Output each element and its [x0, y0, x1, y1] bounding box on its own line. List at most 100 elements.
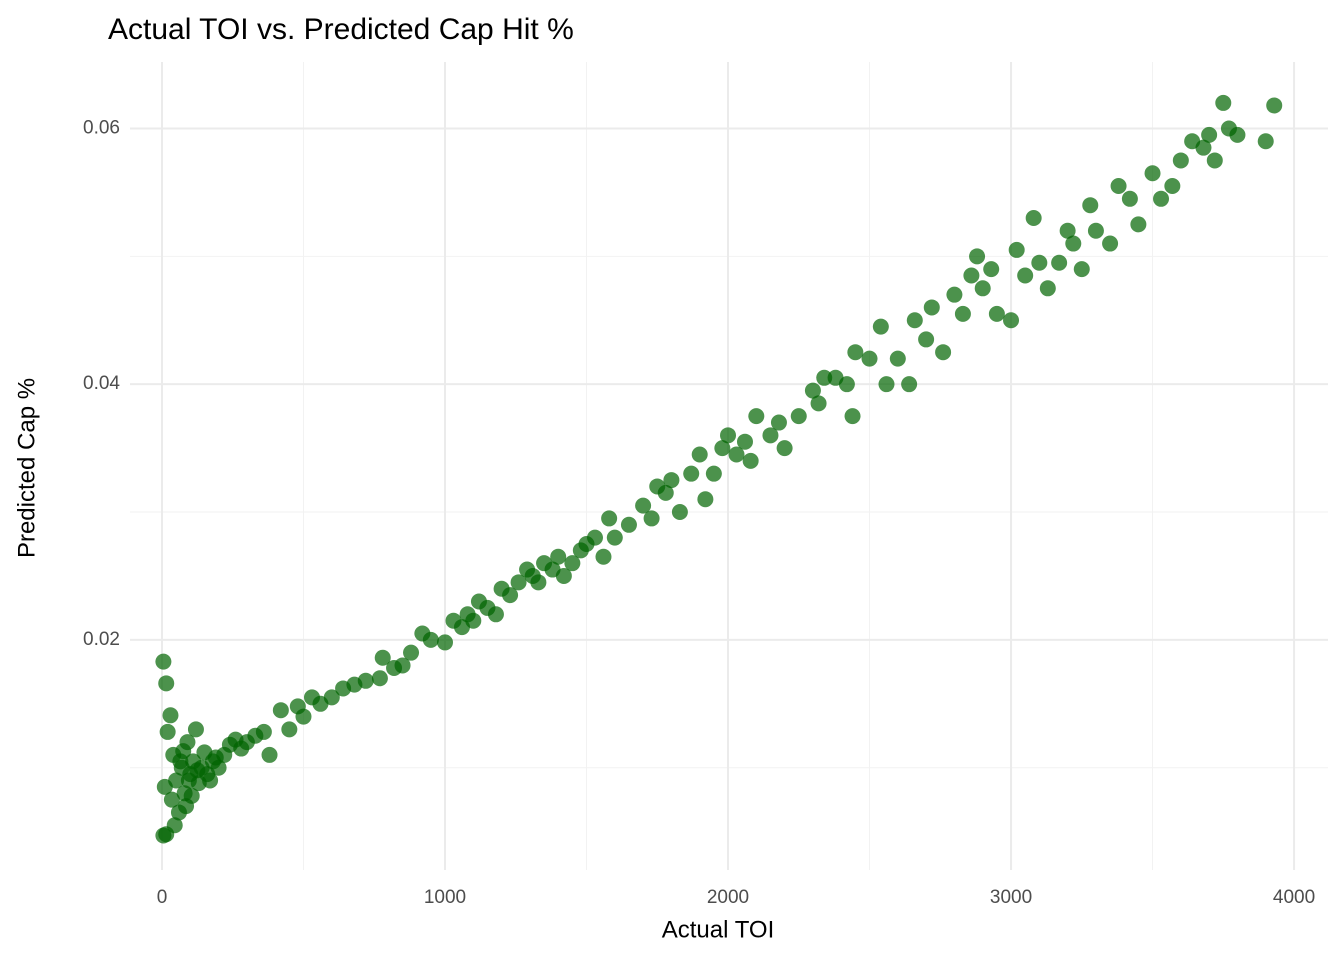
point: [465, 612, 482, 629]
point: [705, 465, 722, 482]
point: [163, 791, 180, 808]
chart-title: Actual TOI vs. Predicted Cap Hit %: [108, 13, 574, 46]
point: [261, 746, 278, 763]
point: [1003, 312, 1020, 329]
point: [394, 657, 411, 674]
point: [657, 484, 674, 501]
point: [1110, 178, 1127, 195]
point: [1229, 126, 1246, 143]
point: [595, 548, 612, 565]
point: [1031, 254, 1048, 271]
point: [487, 606, 504, 623]
point: [601, 510, 618, 527]
point: [189, 762, 206, 779]
point: [530, 574, 547, 591]
point: [790, 408, 807, 425]
point: [946, 286, 963, 303]
point: [872, 318, 889, 335]
point: [158, 675, 175, 692]
point: [861, 350, 878, 367]
x-axis-title: Actual TOI: [662, 916, 775, 943]
point: [816, 369, 833, 386]
point: [1266, 97, 1283, 114]
point: [776, 440, 793, 457]
x-tick-label: 2000: [707, 887, 749, 908]
point: [175, 743, 192, 760]
point: [1087, 222, 1104, 239]
point: [691, 446, 708, 463]
point: [1017, 267, 1034, 284]
point: [683, 465, 700, 482]
point: [974, 280, 991, 297]
point: [202, 772, 219, 789]
point: [1102, 235, 1119, 252]
point: [166, 817, 183, 834]
point: [748, 408, 765, 425]
x-tick-label: 3000: [990, 887, 1032, 908]
y-axis-title: Predicted Cap %: [13, 378, 40, 558]
point: [1082, 197, 1099, 214]
point: [736, 433, 753, 450]
point: [643, 510, 660, 527]
point: [510, 574, 527, 591]
point: [586, 529, 603, 546]
point: [1073, 261, 1090, 278]
point: [374, 649, 391, 666]
point: [810, 395, 827, 412]
point: [770, 414, 787, 431]
point: [847, 344, 864, 361]
point: [323, 689, 340, 706]
point: [1172, 152, 1189, 169]
point: [742, 452, 759, 469]
point: [281, 721, 298, 738]
point: [635, 497, 652, 514]
point: [954, 305, 971, 322]
point: [906, 312, 923, 329]
point: [983, 261, 1000, 278]
point: [357, 672, 374, 689]
point: [663, 472, 680, 489]
point: [1025, 209, 1042, 226]
y-tick-label: 0.02: [83, 629, 120, 650]
point: [762, 427, 779, 444]
point: [168, 772, 185, 789]
point: [988, 305, 1005, 322]
point: [403, 644, 420, 661]
point: [1215, 94, 1232, 111]
point: [255, 723, 272, 740]
point: [923, 299, 940, 316]
point: [1164, 178, 1181, 195]
point: [918, 331, 935, 348]
y-tick-label: 0.06: [83, 117, 120, 138]
point: [159, 723, 176, 740]
point: [838, 376, 855, 393]
point: [1051, 254, 1068, 271]
point: [1153, 190, 1170, 207]
point: [728, 446, 745, 463]
point: [1039, 280, 1056, 297]
point: [720, 427, 737, 444]
point: [804, 382, 821, 399]
point: [1065, 235, 1082, 252]
point: [697, 491, 714, 508]
point: [963, 267, 980, 284]
point: [564, 555, 581, 572]
point: [183, 787, 200, 804]
point: [620, 516, 637, 533]
point: [606, 529, 623, 546]
point: [1008, 241, 1025, 258]
point: [889, 350, 906, 367]
point: [550, 548, 567, 565]
point: [502, 587, 519, 604]
x-tick-label: 4000: [1273, 887, 1315, 908]
x-tick-label: 1000: [424, 887, 466, 908]
point: [844, 408, 861, 425]
point: [714, 440, 731, 457]
point: [1201, 126, 1218, 143]
point: [272, 702, 289, 719]
point: [1206, 152, 1223, 169]
point: [901, 376, 918, 393]
point: [207, 749, 224, 766]
point: [1144, 165, 1161, 182]
point: [1195, 139, 1212, 156]
